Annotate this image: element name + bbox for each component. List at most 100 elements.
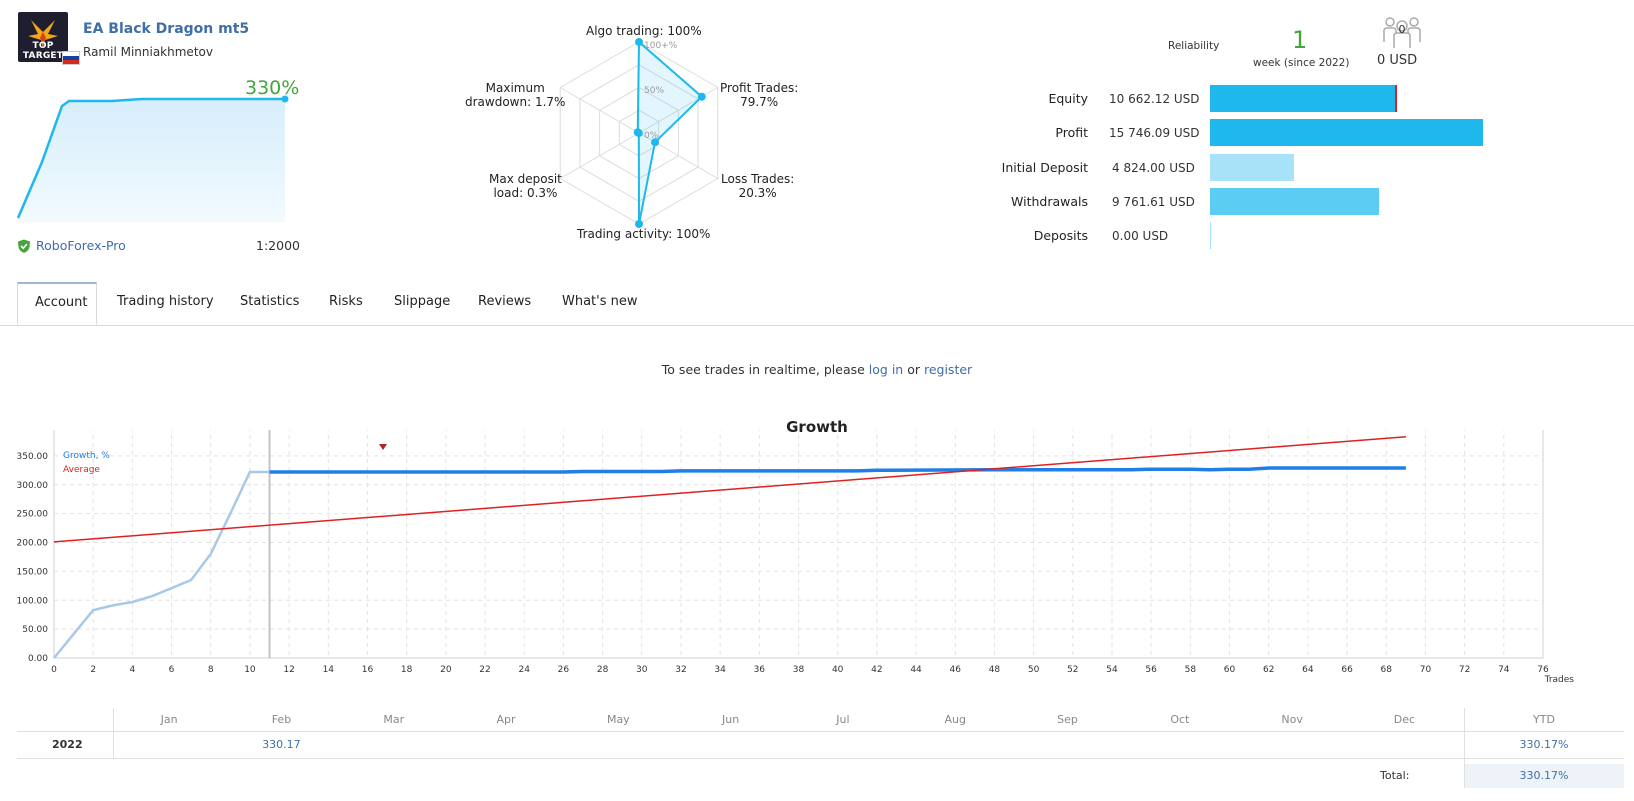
series-line-1 <box>269 466 1406 474</box>
radar-point-3 <box>635 220 643 228</box>
x-tick-label: 70 <box>1420 665 1432 675</box>
radar-point-5 <box>633 128 642 137</box>
legend-average: Average <box>63 465 100 475</box>
register-link[interactable]: register <box>923 362 973 377</box>
bar-label-profit: Profit <box>1055 125 1088 141</box>
weeks-count: 1 <box>1292 26 1308 54</box>
x-tick-label: 58 <box>1185 665 1197 675</box>
bar-label-equity: Equity <box>1048 91 1088 106</box>
tab-whats-new[interactable]: What's new <box>562 294 638 309</box>
leverage-value: 1:2000 <box>256 238 300 253</box>
login-link[interactable]: log in <box>868 362 904 377</box>
bar-value-equity: 10 662.12 USD <box>1109 92 1200 106</box>
radar-scale-0: 0% <box>644 131 659 141</box>
month-header: Jan <box>160 713 178 726</box>
x-tick-label: 54 <box>1106 665 1118 675</box>
x-tick-label: 62 <box>1263 665 1274 675</box>
radar-label-trading-activity: Trading activity: 100% <box>577 227 711 241</box>
broker-link[interactable]: RoboForex-Pro <box>36 238 126 253</box>
x-tick-label: 40 <box>832 665 844 675</box>
x-tick-label: 72 <box>1459 665 1470 675</box>
logo-text: TOP TARGET <box>22 41 64 61</box>
mini-growth-chart <box>17 95 289 222</box>
realtime-prefix: To see trades in realtime, please <box>661 362 869 377</box>
month-header: Aug <box>944 713 966 726</box>
y-tick-label: 50.00 <box>22 625 48 635</box>
table-row-line <box>17 758 1624 759</box>
author-name[interactable]: Ramil Minniakhmetov <box>83 45 213 59</box>
x-tick-label: 12 <box>283 665 294 675</box>
ytd-value-cell: 330.17% <box>1519 738 1569 751</box>
total-value: 330.17% <box>1519 769 1569 782</box>
x-tick-label: 60 <box>1224 665 1236 675</box>
x-tick-label: 4 <box>130 665 136 675</box>
russia-flag-icon <box>62 51 80 65</box>
tab-account-label: Account <box>35 295 88 310</box>
x-tick-label: 66 <box>1341 665 1353 675</box>
radar-point-0 <box>635 38 643 46</box>
tab-account[interactable]: Account <box>17 282 97 325</box>
gain-value: 330% <box>245 77 300 99</box>
growth-chart: 0 2 4 6 8 10 12 14 16 18 20 22 24 26 28 30 32 34 36 38 40 42 4… <box>17 430 1574 685</box>
year-cell: 2022 <box>52 738 83 751</box>
x-tick-label: 32 <box>675 665 686 675</box>
x-tick-label: 18 <box>401 665 413 675</box>
radar-scale-50: 50% <box>644 86 664 96</box>
x-tick-label: 74 <box>1498 665 1510 675</box>
tab-trading-history[interactable]: Trading history <box>117 294 214 309</box>
bar-label-withdrawals: Withdrawals <box>1011 193 1088 209</box>
radar-point-2 <box>651 138 659 147</box>
y-tick-label: 350.00 <box>17 452 49 462</box>
tab-statistics[interactable]: Statistics <box>240 294 300 309</box>
bar-value-withdrawals: 9 761.61 USD <box>1112 194 1195 209</box>
x-tick-label: 34 <box>714 665 726 675</box>
y-tick-label: 250.00 <box>17 510 49 520</box>
radar-label-algo-trading: Algo trading: 100% <box>586 24 702 38</box>
subscribers-icon <box>1383 17 1421 48</box>
realtime-notice: To see trades in realtime, please log in… <box>0 362 1634 377</box>
radar-point-1 <box>697 92 706 101</box>
bar-profit <box>1210 119 1483 147</box>
growth-series <box>53 436 1406 659</box>
x-tick-label: 38 <box>793 665 805 675</box>
legend-growth: Growth, % <box>63 451 110 461</box>
verified-shield-icon <box>18 239 30 253</box>
month-header: Jun <box>722 713 740 726</box>
month-header: Feb <box>271 713 292 726</box>
y-tick-label: 0.00 <box>28 654 48 664</box>
x-tick-label: 50 <box>1028 665 1040 675</box>
bar-value-profit: 15 746.09 USD <box>1109 126 1200 141</box>
x-tick-label: 52 <box>1067 665 1078 675</box>
bar-value-initial-deposit: 4 824.00 USD <box>1112 160 1195 175</box>
tab-reviews[interactable]: Reviews <box>478 294 532 309</box>
x-tick-label: 64 <box>1302 665 1314 675</box>
mini-chart-endpoint <box>281 95 289 103</box>
dragon-icon <box>28 20 58 48</box>
growth-chart-title: Growth <box>786 418 848 436</box>
x-tick-label: 42 <box>871 665 882 675</box>
x-tick-label: 56 <box>1145 665 1157 675</box>
y-tick-label: 400.00 <box>17 430 49 433</box>
x-tick-label: 30 <box>636 665 648 675</box>
tab-risks[interactable]: Risks <box>329 294 363 309</box>
month-header: May <box>606 713 630 726</box>
reliability-label: Reliability <box>1168 40 1220 52</box>
ytd-header: YTD <box>1533 713 1555 726</box>
y-tick-label: 300.00 <box>17 481 49 491</box>
month-header: Sep <box>1057 713 1078 726</box>
signal-name-link[interactable]: EA Black Dragon mt5 <box>83 21 250 37</box>
total-label: Total: <box>1380 769 1410 782</box>
subscription-price: 0 USD <box>1377 53 1418 68</box>
tab-slippage[interactable]: Slippage <box>394 294 451 309</box>
table-year-divider <box>113 708 114 758</box>
x-tick-label: 2 <box>90 665 96 675</box>
x-tick-label: 68 <box>1381 665 1393 675</box>
tabs-divider <box>0 325 1634 326</box>
y-tick-label: 200.00 <box>17 539 49 549</box>
table-header-line <box>17 731 1624 732</box>
radar-label-loss-trades: Loss Trades: 20.3% <box>721 172 795 200</box>
bar-value-deposits: 0.00 USD <box>1112 229 1169 244</box>
bar-equity <box>1210 85 1397 112</box>
realtime-middle: or <box>903 362 924 377</box>
x-tick-label: 22 <box>479 665 490 675</box>
